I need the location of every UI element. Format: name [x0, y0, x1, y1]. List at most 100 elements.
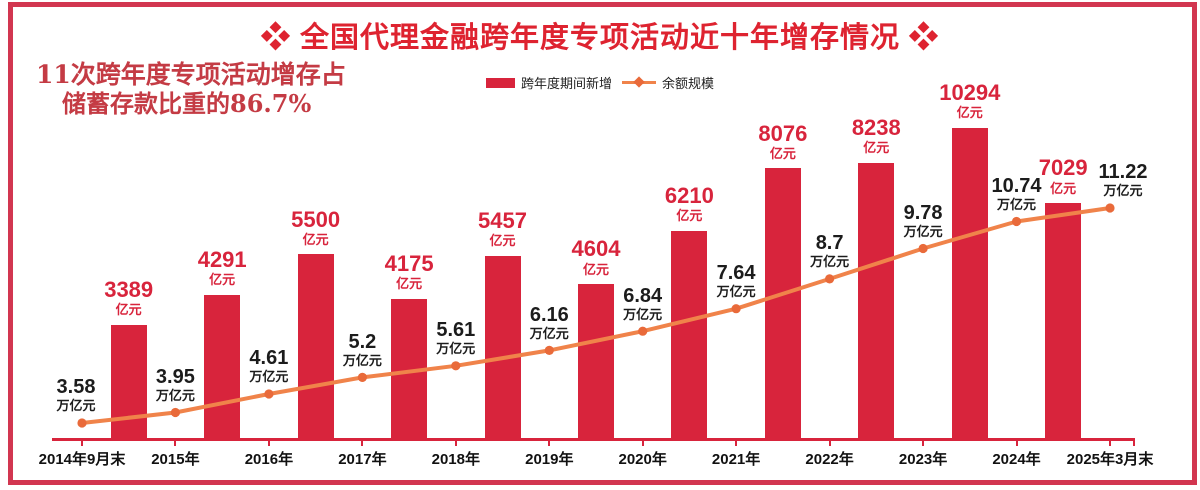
annotation-line1: 11次跨年度专项活动增存占	[36, 60, 346, 89]
legend-line-label: 余额规模	[662, 76, 715, 91]
line-value-label: 4.61 万亿元	[194, 348, 344, 384]
line-value: 6.16	[529, 303, 569, 326]
line-value-label: 3.58 万亿元	[1, 377, 151, 413]
bar-value-label: 3389 亿元	[54, 278, 204, 317]
line-value-label: 11.22 万亿元	[1048, 162, 1198, 198]
x-axis-label: 2017年	[338, 451, 387, 468]
line-value-label: 5.61 万亿元	[381, 320, 531, 356]
line-point-marker	[77, 418, 87, 428]
bar-value: 4291	[197, 246, 247, 272]
bar-unit: 亿元	[956, 105, 983, 121]
bar-unit: 亿元	[676, 207, 703, 223]
line-value-label: 9.78 万亿元	[848, 201, 998, 239]
bar-swatch-icon	[485, 77, 515, 88]
x-axis-label: 2020年	[618, 451, 667, 468]
x-axis-tick	[454, 438, 457, 446]
bar-value-label: 10294 亿元	[895, 81, 1045, 120]
bar-value-label: 4175 亿元	[334, 252, 484, 291]
x-axis-tick	[81, 438, 83, 446]
bar-value: 5457	[478, 207, 527, 233]
annotation-note: 11次跨年度专项活动增存占 储蓄存款比重的86.7%	[36, 60, 346, 118]
line-point-marker	[544, 345, 554, 355]
x-axis-tick	[267, 438, 270, 446]
line-value: 3.58	[56, 376, 96, 399]
x-axis-label: 2016年	[244, 451, 294, 468]
line-value: 4.61	[249, 347, 289, 370]
bar-2024年	[951, 128, 988, 438]
line-value-label: 8.7 万亿元	[755, 233, 905, 269]
x-axis-end-tick	[1133, 438, 1135, 446]
bar-2016年	[204, 294, 241, 438]
legend-item-bar-series: 跨年度期间新增	[485, 73, 612, 92]
line-point-marker	[264, 389, 274, 399]
line-value: 6.84	[623, 284, 663, 307]
bar-unit: 亿元	[769, 145, 796, 161]
line-value-label: 3.95 万亿元	[100, 365, 250, 403]
line-value: 8.7	[815, 232, 844, 255]
line-swatch-icon	[622, 76, 656, 88]
bar-2021年	[671, 230, 708, 438]
x-axis-tick	[922, 438, 925, 446]
line-value: 10.74	[991, 174, 1042, 197]
bar-2025年3月末	[1045, 203, 1082, 438]
line-value: 5.2	[348, 330, 377, 353]
bar-value-label: 5457 亿元	[428, 209, 578, 248]
balance-line	[81, 206, 1111, 425]
line-point-marker	[451, 361, 461, 371]
bar-value-label: 4604 亿元	[521, 237, 671, 276]
line-value-label: 7.64 万亿元	[661, 263, 811, 299]
bar-unit: 亿元	[489, 233, 516, 249]
chart-title: ❖ 全国代理金融跨年度专项活动近十年增存情况 ❖	[260, 22, 940, 54]
x-axis-tick	[828, 438, 831, 446]
x-axis-label: 2023年	[898, 451, 948, 468]
line-value-label: 6.16 万亿元	[474, 303, 624, 341]
x-axis-tick	[641, 438, 644, 446]
x-axis-label: 2022年	[805, 451, 854, 468]
line-value: 3.95	[155, 365, 195, 388]
bar-2019年	[484, 255, 521, 438]
bar-value-label: 4291 亿元	[147, 248, 297, 287]
line-unit: 万亿元	[155, 387, 195, 403]
legend-item-line-series: 余额规模	[622, 73, 714, 92]
bar-unit: 亿元	[302, 231, 329, 247]
line-point-marker	[638, 326, 648, 336]
line-unit: 万亿元	[436, 341, 476, 357]
bar-2023年	[858, 162, 895, 438]
x-axis-label: 2021年	[711, 451, 761, 468]
bar-value-label: 5500 亿元	[241, 207, 391, 247]
x-axis-label: 2015年	[151, 451, 200, 468]
line-value: 11.22	[1098, 161, 1148, 184]
x-axis-tick	[1109, 438, 1111, 446]
bar-2017年	[297, 254, 334, 438]
x-axis-label: 2014年9月末	[38, 451, 126, 468]
line-point-marker	[1011, 216, 1022, 227]
line-unit: 万亿元	[342, 352, 382, 368]
line-value-label: 10.74 万亿元	[942, 174, 1092, 212]
line-unit: 万亿元	[56, 398, 96, 414]
line-value: 9.78	[903, 201, 943, 224]
line-point-marker	[825, 274, 835, 284]
x-axis-tick	[1015, 438, 1018, 446]
x-axis-tick	[174, 438, 177, 446]
bar-value-label: 7029 亿元	[988, 156, 1138, 195]
bar-value: 4175	[384, 250, 434, 276]
line-point-marker	[170, 407, 180, 418]
legend: 跨年度期间新增 余额规模	[0, 73, 1200, 92]
bar-value: 7029	[1038, 155, 1088, 181]
x-axis-label: 2025年3月末	[1066, 451, 1154, 468]
bar-value-label: 8238 亿元	[801, 116, 951, 155]
x-axis-label: 2019年	[525, 451, 574, 468]
bar-value-label: 8076 亿元	[708, 121, 858, 161]
bar-unit: 亿元	[396, 275, 423, 291]
line-unit: 万亿元	[716, 284, 756, 300]
line-value-label: 5.2 万亿元	[287, 330, 437, 368]
x-axis-tick	[735, 438, 738, 446]
bar-value: 6210	[664, 182, 714, 208]
line-unit: 万亿元	[810, 254, 850, 270]
line-point-marker	[731, 304, 741, 314]
bar-value: 3389	[104, 277, 154, 303]
bar-2022年	[764, 168, 801, 438]
line-point-marker	[357, 372, 367, 382]
